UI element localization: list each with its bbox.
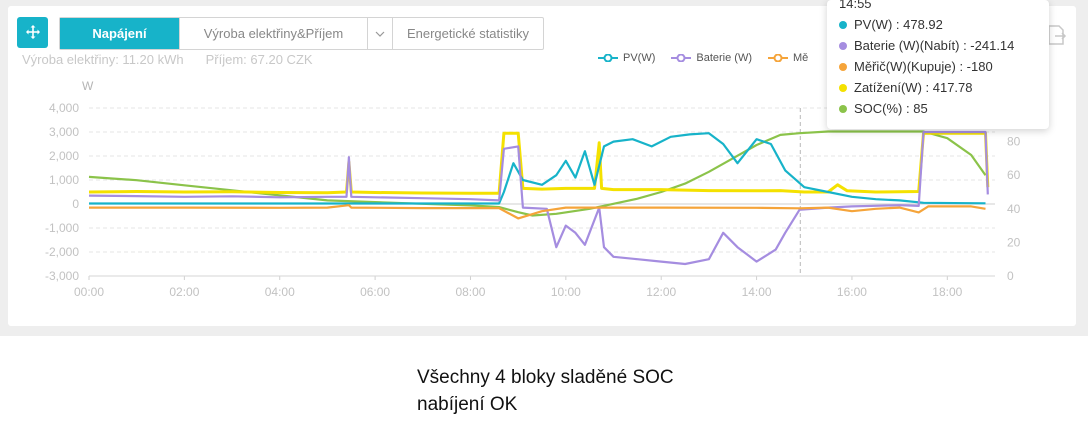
tooltip-value-pv: PV(W) : 478.92 (854, 17, 943, 32)
y-tick-label: 4,000 (49, 101, 79, 115)
tooltip-value-soc: SOC(%) : 85 (854, 101, 928, 116)
power-chart: 4,000 3,000 2,000 1,000 0 -1,000 -2,000 -3,000 W… (45, 79, 1021, 299)
chart-legend: PV(W) Baterie (W) Mě (598, 52, 824, 64)
tooltip-dot-battery (839, 41, 847, 50)
x-tick-label: 08:00 (455, 285, 485, 299)
legend-battery-marker (671, 54, 692, 62)
x-tick-label: 06:00 (360, 285, 390, 299)
y-tick-label: -1,000 (45, 221, 79, 235)
tab-production-income[interactable]: Výroba elektřiny&Příjem (180, 18, 368, 49)
x-tick-label: 16:00 (837, 285, 867, 299)
legend-meter-marker (768, 54, 789, 62)
legend-item-meter[interactable]: Mě (768, 52, 808, 64)
y2-tick-label: 0 (1007, 269, 1014, 283)
tooltip-row-pv: PV(W) : 478.92 (839, 17, 943, 32)
chart-tooltip: 14:55 PV(W) : 478.92 Baterie (W)(Nabít) … (827, 0, 1049, 129)
tab-power[interactable]: Napájení (60, 18, 180, 49)
move-arrows-icon (25, 25, 40, 39)
y2-tick-label: 40 (1007, 202, 1021, 216)
series-line-pv (89, 132, 986, 205)
annotation-note: Všechny 4 bloky sladěné SOC nabíjení OK (417, 364, 674, 418)
tooltip-dot-pv (839, 20, 847, 29)
y-tick-label: -3,000 (45, 269, 79, 283)
x-tick-label: 18:00 (932, 285, 962, 299)
legend-item-battery[interactable]: Baterie (W) (671, 52, 752, 64)
tooltip-dot-soc (839, 104, 847, 113)
y-tick-label: 1,000 (49, 173, 79, 187)
note-line-2: nabíjení OK (417, 394, 518, 415)
chevron-down-icon (375, 31, 385, 37)
income-summary: Příjem: 67.20 CZK (205, 52, 313, 67)
tooltip-row-battery: Baterie (W)(Nabít) : -241.14 (839, 38, 1014, 53)
x-tick-label: 12:00 (646, 285, 676, 299)
y2-tick-label: 20 (1007, 235, 1021, 249)
legend-meter-label: Mě (793, 52, 809, 64)
series-line-load (88, 131, 990, 195)
x-tick-label: 04:00 (265, 285, 295, 299)
series-line-meter (89, 204, 986, 220)
move-button[interactable] (17, 17, 48, 48)
production-summary: Výroba elektřiny: 11.20 kWh (22, 52, 184, 67)
y2-tick-label: 60 (1007, 168, 1021, 182)
x-tick-label: 00:00 (74, 285, 104, 299)
x-tick-label: 10:00 (551, 285, 581, 299)
summary-line: Výroba elektřiny: 11.20 kWh Příjem: 67.20… (22, 52, 313, 67)
tooltip-row-load: Zatížení(W) : 417.78 (839, 80, 973, 95)
legend-battery-label: Baterie (W) (696, 52, 753, 64)
series-line-soc (88, 130, 987, 217)
y2-tick-label: 80 (1007, 135, 1021, 149)
tooltip-value-meter: Měřič(W)(Kupuje) : -180 (854, 59, 993, 74)
tab-dropdown[interactable] (368, 18, 393, 49)
y-tick-label: 2,000 (49, 149, 79, 163)
tooltip-row-meter: Měřič(W)(Kupuje) : -180 (839, 59, 993, 74)
tab-energy-statistics[interactable]: Energetické statistiky (406, 26, 530, 41)
legend-pv-label: PV(W) (623, 52, 656, 64)
tooltip-value-load: Zatížení(W) : 417.78 (854, 80, 973, 95)
y-tick-label: 0 (72, 197, 79, 211)
tooltip-row-soc: SOC(%) : 85 (839, 101, 928, 116)
export-icon[interactable] (1045, 24, 1067, 46)
legend-item-pv[interactable]: PV(W) (598, 52, 655, 64)
tooltip-time: 14:55 (839, 0, 872, 11)
note-line-1: Všechny 4 bloky sladěné SOC (417, 367, 674, 388)
y-tick-label: 3,000 (49, 125, 79, 139)
tooltip-dot-meter (839, 62, 847, 71)
view-tabs: Napájení Výroba elektřiny&Příjem Energet… (59, 17, 544, 50)
x-tick-label: 14:00 (742, 285, 772, 299)
legend-pv-marker (598, 54, 618, 62)
tooltip-value-battery: Baterie (W)(Nabít) : -241.14 (854, 38, 1015, 53)
y-tick-label: -2,000 (45, 245, 79, 259)
y-axis-label: W (82, 79, 94, 93)
x-tick-label: 02:00 (169, 285, 199, 299)
tooltip-dot-load (839, 83, 847, 92)
